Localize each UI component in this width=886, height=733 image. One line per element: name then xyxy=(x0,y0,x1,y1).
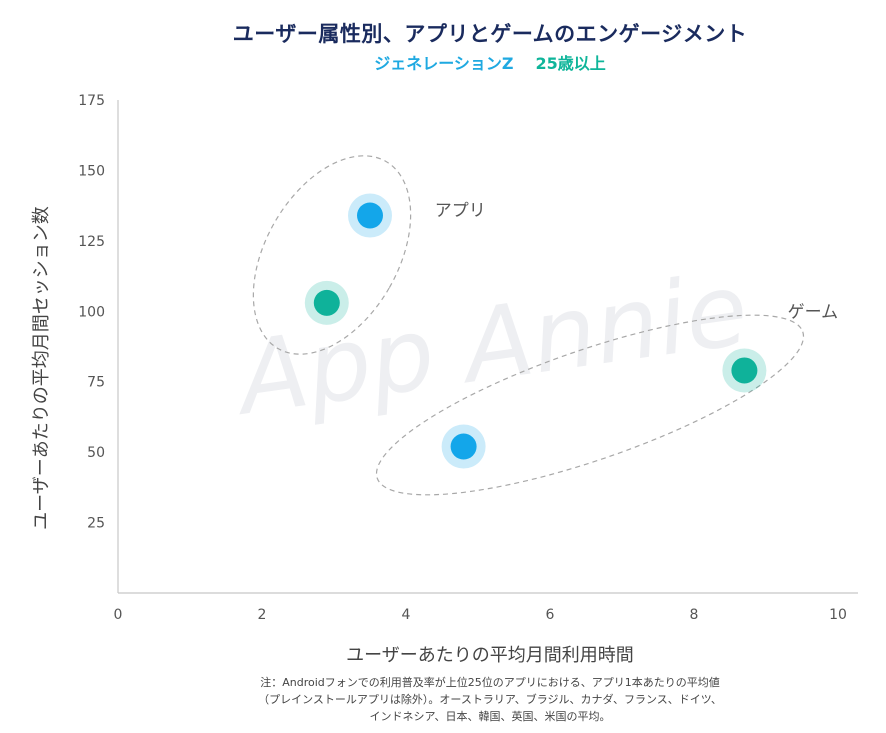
x-tick-label: 2 xyxy=(258,607,267,623)
chart-title: ユーザー属性別、アプリとゲームのエンゲージメント xyxy=(232,22,748,46)
y-tick-label: 100 xyxy=(78,304,105,320)
game-group-ellipse xyxy=(375,314,805,496)
data-point xyxy=(731,357,758,384)
y-tick-label: 75 xyxy=(87,375,105,391)
subtitle-age: 25歳以上 xyxy=(535,54,606,73)
x-axis-label: ユーザーあたりの平均月間利用時間 xyxy=(346,645,634,666)
group-label: ゲーム xyxy=(788,302,839,322)
tick-labels: 0 2 4 6 8 10 25 50 75 100 125 150 175 xyxy=(78,93,847,623)
x-tick-label: 6 xyxy=(546,607,555,623)
data-point xyxy=(450,433,477,460)
y-tick-label: 150 xyxy=(78,163,105,179)
y-tick-label: 175 xyxy=(78,93,105,109)
y-tick-label: 125 xyxy=(78,234,105,250)
x-tick-label: 0 xyxy=(114,607,123,623)
data-point xyxy=(357,202,383,229)
y-tick-label: 50 xyxy=(87,445,105,461)
data-point xyxy=(313,289,340,316)
subtitle-genz: ジェネレーションZ xyxy=(374,54,514,73)
group-ellipses xyxy=(252,155,805,496)
x-tick-label: 8 xyxy=(690,607,699,623)
group-label: アプリ xyxy=(435,201,486,221)
watermark: App Annie xyxy=(226,250,755,438)
watermark-group: App Annie xyxy=(226,250,755,438)
y-tick-label: 25 xyxy=(87,516,105,532)
app-group-ellipse xyxy=(252,155,412,355)
x-tick-label: 4 xyxy=(402,607,411,623)
footnote-line-2: （プレインストールアプリは除外）。オーストラリア、ブラジル、カナダ、フランス、ド… xyxy=(258,693,722,706)
footnote: 注：Androidフォンでの利用普及率が上位25位のアプリにおける、アプリ1本あ… xyxy=(0,674,886,725)
y-axis-label: ユーザーあたりの平均月間セッション数 xyxy=(31,206,52,530)
footnote-line-1: 注：Androidフォンでの利用普及率が上位25位のアプリにおける、アプリ1本あ… xyxy=(260,676,720,689)
data-points xyxy=(304,193,767,469)
x-tick-label: 10 xyxy=(829,607,847,623)
chart-subtitle: ジェネレーションZ 25歳以上 xyxy=(0,50,886,74)
footnote-line-3: インドネシア、日本、韓国、英国、米国の平均。 xyxy=(369,710,611,723)
